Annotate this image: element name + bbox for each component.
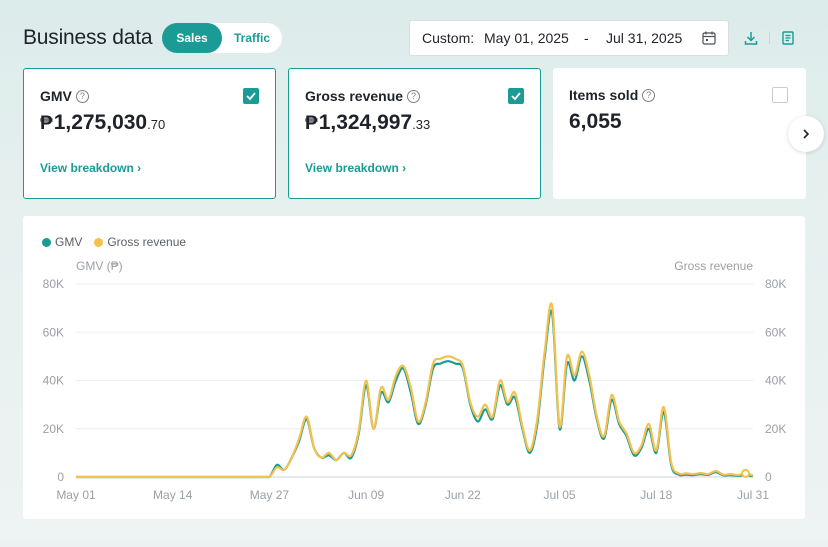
chevron-right-icon	[803, 129, 810, 139]
line-chart: 0 0 20K 20K 40K 40K 60K 60K 80K 80K May 01 May 14 Ma…	[43, 277, 787, 502]
legend-item-gmv[interactable]: GMV	[42, 235, 82, 249]
view-toggle: Sales Traffic	[162, 23, 282, 53]
y-tick-label-left: 80K	[43, 277, 64, 291]
metric-checkbox[interactable]	[508, 88, 524, 104]
metric-checkbox[interactable]	[772, 87, 788, 103]
view-breakdown-label: View breakdown	[305, 161, 399, 175]
date-range-label: Custom:	[422, 30, 475, 46]
tab-sales[interactable]: Sales	[162, 23, 222, 53]
currency-symbol: ₱	[40, 113, 53, 134]
x-tick-label: May 14	[153, 488, 193, 502]
metric-title-label: GMV	[40, 88, 72, 104]
legend-item-gross-revenue[interactable]: Gross revenue	[94, 235, 186, 249]
page-title: Business data	[23, 26, 153, 49]
metric-value: 6,055	[569, 110, 622, 134]
view-breakdown-link[interactable]: View breakdown ›	[305, 161, 406, 175]
metric-title: Items sold ?	[569, 87, 656, 103]
x-tick-label: May 27	[250, 488, 290, 502]
legend-dot	[42, 237, 51, 247]
help-icon[interactable]: ?	[642, 88, 656, 102]
header: Business data Sales Traffic Custom: May …	[0, 0, 828, 70]
chart-legend: GMV Gross revenue	[42, 235, 186, 249]
metric-title: Gross revenue ?	[305, 88, 421, 104]
date-separator: -	[584, 30, 589, 46]
tab-traffic[interactable]: Traffic	[233, 31, 270, 45]
metric-title-label: Gross revenue	[305, 88, 404, 104]
chart-card: GMV Gross revenue GMV (₱) Gross revenue …	[23, 216, 805, 519]
view-breakdown-label: View breakdown	[40, 161, 134, 175]
y-tick-label-left: 0	[57, 470, 64, 484]
legend-dot	[94, 237, 104, 247]
toolbar-divider	[769, 32, 770, 44]
date-range-picker[interactable]: Custom: May 01, 2025 - Jul 31, 2025	[409, 20, 729, 56]
legend-label: GMV	[55, 235, 83, 249]
calendar-icon[interactable]	[701, 30, 717, 46]
y-tick-label-left: 40K	[43, 374, 64, 388]
y-tick-label-right: 0	[765, 470, 772, 484]
chevron-right-icon: ›	[402, 161, 407, 175]
metric-title-label: Items sold	[569, 87, 639, 103]
y-tick-label-right: 20K	[765, 422, 786, 436]
help-icon[interactable]: ?	[75, 89, 89, 103]
x-tick-label: Jul 18	[640, 488, 672, 502]
metric-value: ₱ 1,275,030 .70	[40, 111, 165, 135]
download-icon[interactable]	[743, 30, 759, 46]
metric-card-gross-revenue[interactable]: Gross revenue ? ₱ 1,324,997 .33 View bre…	[288, 68, 541, 199]
y-tick-label-left: 20K	[43, 422, 64, 436]
check-icon	[246, 92, 256, 101]
value-decimal: .33	[412, 117, 431, 132]
x-tick-label: Jul 05	[544, 488, 576, 502]
value-integer: 6,055	[569, 110, 622, 133]
next-cards-button[interactable]	[788, 116, 824, 152]
help-icon[interactable]: ?	[407, 89, 421, 103]
report-icon[interactable]	[780, 30, 796, 46]
x-tick-label: Jun 22	[445, 488, 481, 502]
metric-card-gmv[interactable]: GMV ? ₱ 1,275,030 .70 View breakdown ›	[23, 68, 276, 199]
x-tick-label: Jun 09	[348, 488, 384, 502]
value-integer: 1,324,997	[318, 111, 413, 134]
x-tick-label: May 01	[56, 488, 96, 502]
y-tick-label-left: 60K	[43, 325, 64, 339]
y-tick-label-right: 60K	[765, 325, 786, 339]
check-icon	[511, 92, 521, 101]
legend-label: Gross revenue	[107, 235, 187, 249]
series-line-gross-revenue	[76, 302, 754, 479]
y-tick-label-right: 80K	[765, 277, 786, 291]
hover-point-marker	[741, 468, 751, 478]
y-axis-left-title: GMV (₱)	[76, 259, 123, 273]
series-line-gmv	[76, 309, 754, 479]
metric-card-items-sold[interactable]: Items sold ? 6,055	[553, 68, 806, 199]
y-tick-label-right: 40K	[765, 374, 786, 388]
chevron-right-icon: ›	[137, 161, 142, 175]
y-axis-right-title: Gross revenue	[674, 259, 753, 273]
view-breakdown-link[interactable]: View breakdown ›	[40, 161, 141, 175]
value-decimal: .70	[147, 117, 166, 132]
currency-symbol: ₱	[305, 113, 318, 134]
metric-title: GMV ?	[40, 88, 89, 104]
value-integer: 1,275,030	[53, 111, 148, 134]
end-date[interactable]: Jul 31, 2025	[606, 30, 683, 46]
start-date[interactable]: May 01, 2025	[484, 30, 569, 46]
x-tick-label: Jul 31	[737, 488, 769, 502]
metric-checkbox[interactable]	[243, 88, 259, 104]
metric-value: ₱ 1,324,997 .33	[305, 111, 430, 135]
page-footer-strip	[0, 540, 828, 547]
